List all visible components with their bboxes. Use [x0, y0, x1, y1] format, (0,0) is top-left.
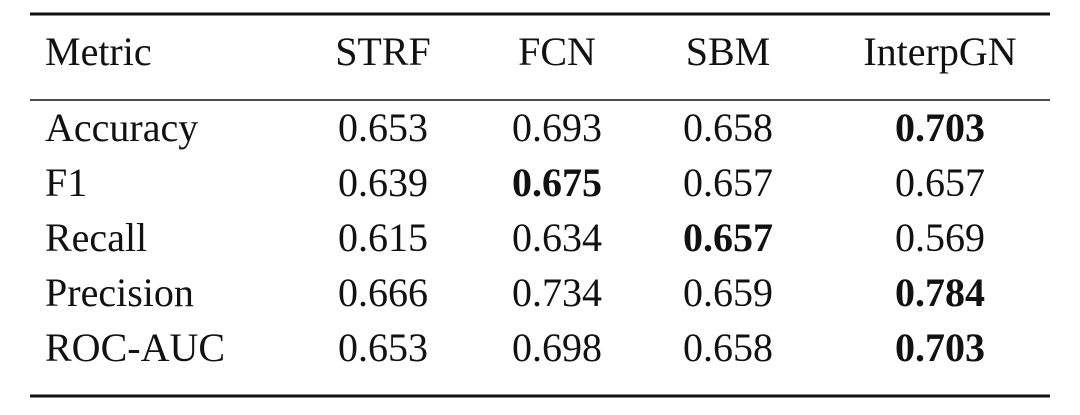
- table-cell: 0.703: [895, 325, 985, 370]
- table-cell: 0.693: [512, 105, 602, 150]
- table-cell: 0.569: [895, 215, 985, 260]
- table-cell: 0.666: [338, 270, 428, 315]
- row-label: F1: [45, 160, 87, 205]
- row-label: Accuracy: [45, 105, 198, 150]
- table-cell: 0.634: [512, 215, 602, 260]
- row-label: Recall: [45, 215, 147, 260]
- header-cell: FCN: [518, 29, 596, 74]
- header-cell: Metric: [45, 29, 152, 74]
- table-cell: 0.639: [338, 160, 428, 205]
- table-cell: 0.675: [512, 160, 602, 205]
- table-cell: 0.657: [683, 215, 773, 260]
- table-cell: 0.657: [895, 160, 985, 205]
- table-cell: 0.653: [338, 105, 428, 150]
- table-cell: 0.659: [683, 270, 773, 315]
- table-cell: 0.703: [895, 105, 985, 150]
- row-label: ROC-AUC: [45, 325, 225, 370]
- row-label: Precision: [45, 270, 194, 315]
- table-cell: 0.615: [338, 215, 428, 260]
- table-cell: 0.784: [895, 270, 985, 315]
- table-cell: 0.658: [683, 325, 773, 370]
- table-cell: 0.698: [512, 325, 602, 370]
- table-cell: 0.653: [338, 325, 428, 370]
- header-cell: SBM: [686, 29, 771, 74]
- table-cell: 0.734: [512, 270, 602, 315]
- table-cell: 0.658: [683, 105, 773, 150]
- header-cell: STRF: [335, 29, 431, 74]
- table-cell: 0.657: [683, 160, 773, 205]
- header-cell: InterpGN: [863, 29, 1016, 74]
